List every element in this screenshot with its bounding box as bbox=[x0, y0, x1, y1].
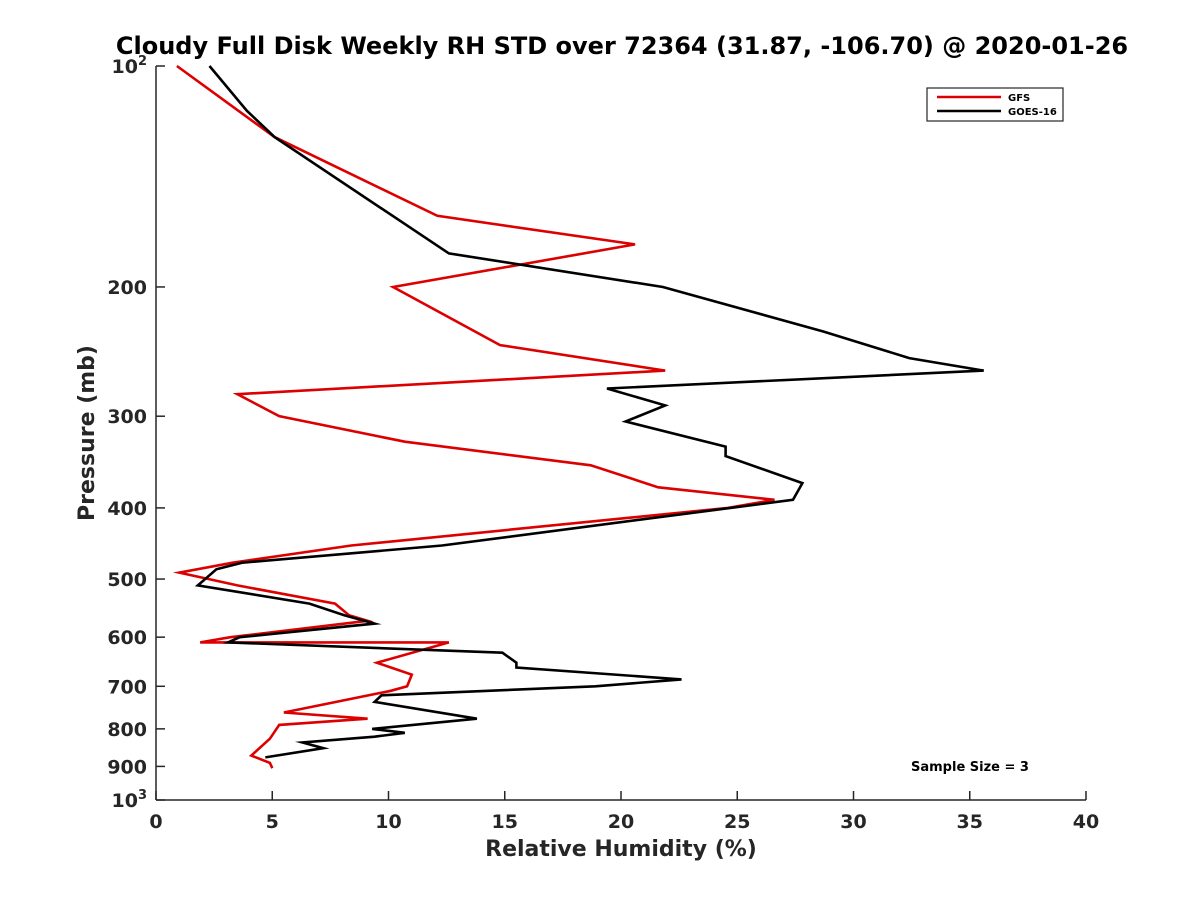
x-tick-label: 10 bbox=[375, 811, 401, 833]
y-tick-label: 600 bbox=[107, 627, 147, 649]
y-tick-label: 102 bbox=[112, 54, 148, 78]
legend: GFS GOES-16 bbox=[926, 87, 1064, 122]
x-tick-label: 25 bbox=[724, 811, 750, 833]
y-tick-label: 400 bbox=[107, 498, 147, 520]
x-tick-label: 5 bbox=[266, 811, 279, 833]
x-tick-label: 0 bbox=[149, 811, 162, 833]
y-tick-label: 500 bbox=[107, 569, 147, 591]
series-line-goes16 bbox=[194, 65, 984, 759]
y-axis-ticks: 102 200 300 400 500 600 700 800 900 103 bbox=[107, 54, 165, 812]
x-tick-label: 20 bbox=[608, 811, 634, 833]
y-axis-label: Pressure (mb) bbox=[75, 345, 100, 521]
y-tick-label: 103 bbox=[112, 788, 148, 812]
x-tick-label: 15 bbox=[492, 811, 518, 833]
y-tick-label: 700 bbox=[107, 676, 147, 698]
x-axis-label: Relative Humidity (%) bbox=[485, 837, 757, 862]
chart-title: Cloudy Full Disk Weekly RH STD over 7236… bbox=[116, 32, 1128, 60]
x-tick-label: 35 bbox=[957, 811, 983, 833]
x-axis-ticks: 0 5 10 15 20 25 30 35 40 bbox=[149, 791, 1099, 833]
series-line-gfs bbox=[172, 64, 775, 769]
y-tick-label: 900 bbox=[107, 756, 147, 778]
legend-label-goes16: GOES-16 bbox=[1008, 107, 1057, 118]
x-tick-label: 40 bbox=[1073, 811, 1099, 833]
series-layer bbox=[172, 64, 984, 769]
y-tick-label: 300 bbox=[107, 406, 147, 428]
y-tick-label: 800 bbox=[107, 719, 147, 741]
x-tick-label: 30 bbox=[840, 811, 866, 833]
y-tick-label: 200 bbox=[107, 277, 147, 299]
legend-box bbox=[926, 87, 1064, 122]
legend-label-gfs: GFS bbox=[1008, 93, 1030, 104]
sample-size-annotation: Sample Size = 3 bbox=[911, 760, 1029, 775]
